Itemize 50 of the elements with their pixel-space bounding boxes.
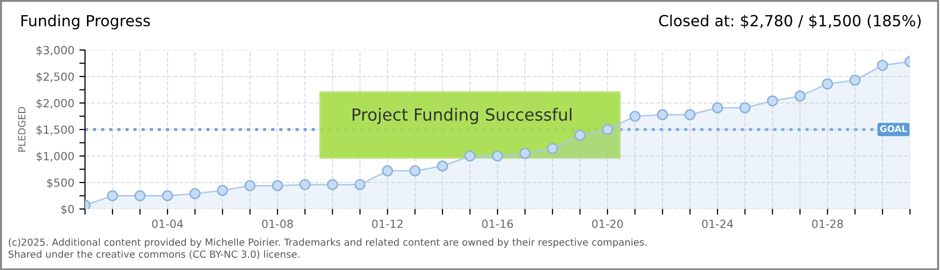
point <box>436 160 448 172</box>
x-tick-label: 01-20 <box>592 220 623 228</box>
point <box>766 95 778 106</box>
y-tick-label: $2,000 <box>36 98 74 109</box>
point <box>382 165 394 176</box>
point <box>216 184 228 196</box>
x-tick-label: 01-16 <box>482 220 513 228</box>
point <box>876 60 888 71</box>
y-tick-label: $3,000 <box>36 46 74 56</box>
point <box>134 190 146 202</box>
x-tick-label: 01-28 <box>812 220 843 228</box>
point <box>822 78 834 90</box>
point <box>849 74 861 86</box>
point <box>656 109 668 120</box>
x-tick-label: 01-04 <box>152 220 184 228</box>
text: (c)2025. Additional content provided by Michelle Poirier. Trademarks and related content are owned by their respective companies. <box>8 238 646 248</box>
chart-title: Funding Progress <box>22 14 150 30</box>
point <box>409 165 421 176</box>
text: Shared under the creative commons (CC BY-NC 3.0) license. <box>8 250 300 259</box>
point <box>546 143 558 154</box>
point <box>492 150 504 162</box>
point <box>162 190 174 202</box>
point <box>602 124 614 136</box>
y-tick-label: $500 <box>47 178 74 188</box>
ref-line-label: GOAL <box>880 125 908 132</box>
point <box>244 180 256 192</box>
point <box>739 102 751 114</box>
y-tick-label: $1,000 <box>36 152 74 162</box>
y-tick-label: $0 <box>61 204 74 215</box>
point <box>794 90 806 102</box>
y-tick-label: $2,500 <box>36 72 74 82</box>
point <box>299 179 311 190</box>
y-tick-label: $1,500 <box>36 125 74 136</box>
point <box>106 190 118 202</box>
x-tick-label: 01-12 <box>372 220 403 228</box>
x-tick-label: 01-08 <box>262 220 293 228</box>
point <box>684 109 696 120</box>
point <box>354 179 366 190</box>
point <box>464 150 476 162</box>
chart-subtitle: Closed at: $2,780 / $1,500 (185%) <box>659 14 921 28</box>
point <box>712 102 724 114</box>
y-axis-title: PLEDGED <box>18 107 26 152</box>
x-tick-label: 01-24 <box>702 220 734 228</box>
point <box>574 130 586 141</box>
point <box>189 188 201 200</box>
point <box>519 148 531 159</box>
point <box>272 180 284 192</box>
annotation: Project Funding Successful <box>352 108 572 124</box>
point <box>629 110 641 122</box>
point <box>326 179 338 190</box>
